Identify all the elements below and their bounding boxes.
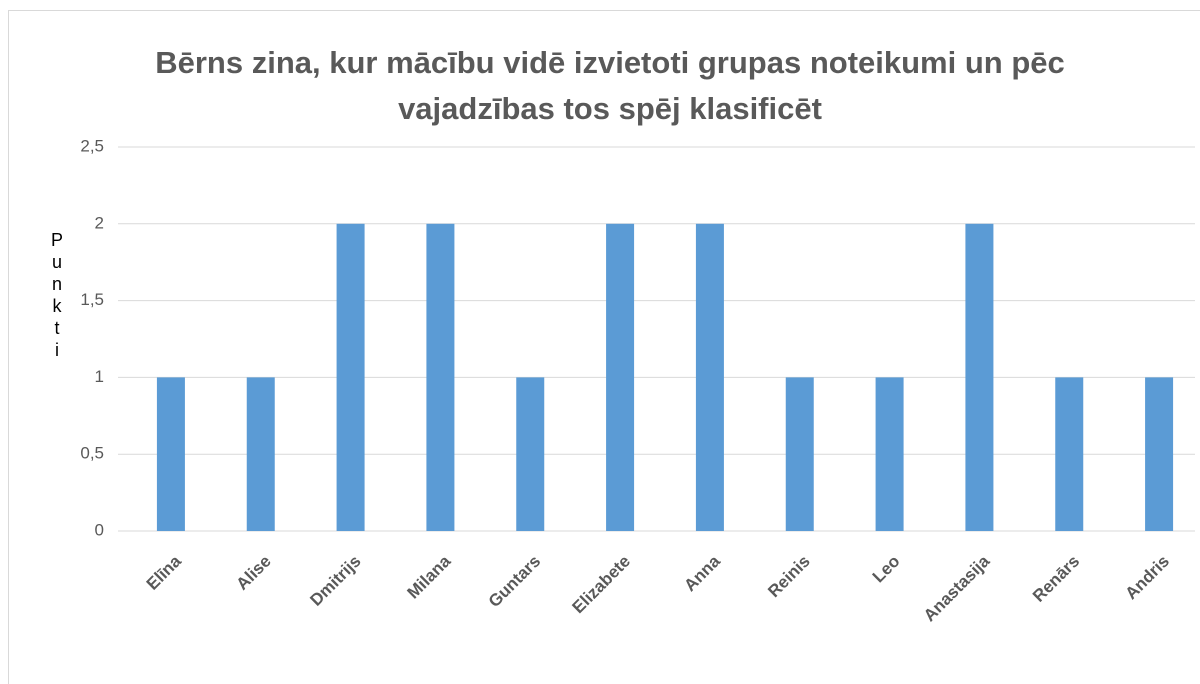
x-tick-label: Elizabete <box>569 552 635 618</box>
x-tick-label: Dmitrijs <box>306 552 364 610</box>
bar <box>426 223 455 532</box>
y-tick-label: 1,5 <box>80 290 104 309</box>
x-tick-label: Guntars <box>485 552 545 612</box>
x-tick-label: Milana <box>404 551 455 602</box>
x-tick-label: Leo <box>869 552 904 587</box>
bar <box>606 223 635 532</box>
bar <box>156 377 185 531</box>
x-tick-label: Alise <box>233 552 275 594</box>
bar <box>965 223 994 532</box>
bar <box>1145 377 1174 531</box>
bar <box>695 223 724 532</box>
y-tick-label: 2 <box>95 213 104 232</box>
bar <box>516 377 545 531</box>
x-tick-label: Andris <box>1122 552 1174 604</box>
chart-title: Bērns zina, kur mācību vidē izvietoti gr… <box>155 45 1065 126</box>
bar <box>246 377 275 531</box>
x-tick-label: Anastasija <box>920 551 994 625</box>
bar <box>1055 377 1084 531</box>
bar <box>785 377 814 531</box>
y-axis-label: Punkti <box>47 230 67 362</box>
chart-frame <box>8 10 1200 684</box>
bar <box>875 377 904 531</box>
x-tick-label: Anna <box>680 551 724 595</box>
x-tick-label: Renārs <box>1029 552 1083 606</box>
y-tick-label: 0 <box>95 520 104 539</box>
x-tick-label: Reinis <box>764 552 814 602</box>
y-tick-label: 0,5 <box>80 444 104 463</box>
bar <box>336 223 365 532</box>
x-tick-label: Elīna <box>143 551 186 594</box>
y-tick-label: 2,5 <box>80 136 104 155</box>
y-tick-label: 1 <box>95 367 104 386</box>
